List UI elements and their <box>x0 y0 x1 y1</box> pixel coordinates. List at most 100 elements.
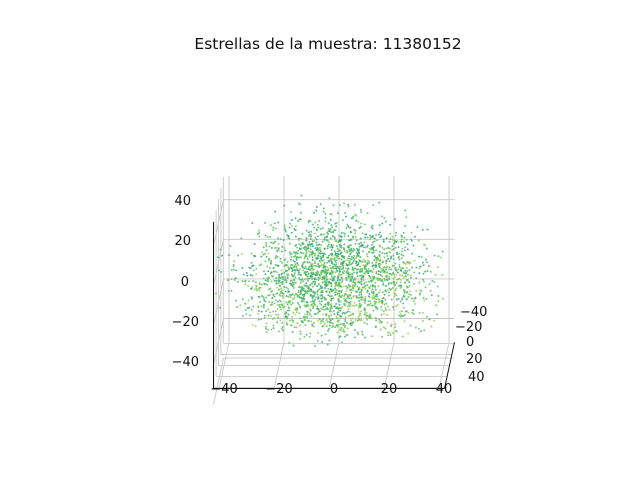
scatter-point <box>267 270 270 273</box>
scatter-point <box>291 331 294 334</box>
scatter-point <box>394 218 396 221</box>
scatter-point <box>338 281 340 284</box>
scatter-point <box>374 302 377 305</box>
scatter-point <box>315 258 318 261</box>
scatter-point <box>289 242 291 245</box>
scatter-point <box>333 275 336 278</box>
scatter-point <box>403 240 406 243</box>
scatter-point <box>348 250 351 253</box>
scatter-point <box>395 231 398 234</box>
scatter-point <box>361 289 364 292</box>
scatter-point <box>347 257 350 260</box>
scatter-point <box>257 310 260 313</box>
scatter-point <box>305 229 308 232</box>
scatter-point <box>378 224 381 227</box>
scatter-point <box>336 292 339 295</box>
scatter-point <box>313 254 316 257</box>
scatter-point <box>290 303 293 306</box>
scatter-point <box>404 263 407 265</box>
scatter-point <box>369 277 372 279</box>
scatter-point <box>377 285 380 288</box>
scatter-point <box>341 281 344 284</box>
scatter-point <box>364 336 367 339</box>
scatter-point <box>394 326 397 329</box>
scatter-point <box>281 278 284 281</box>
scatter-point <box>273 279 276 282</box>
scatter-point <box>308 240 311 243</box>
scatter-point <box>275 282 278 285</box>
scatter-point <box>260 310 263 313</box>
scatter-point <box>236 306 239 308</box>
scatter-point <box>359 265 362 268</box>
scatter-point <box>306 248 308 250</box>
scatter-point <box>272 327 275 330</box>
scatter-point <box>317 311 320 314</box>
scatter-point <box>345 270 348 273</box>
scatter-point <box>348 285 351 288</box>
scatter-point <box>269 262 272 265</box>
scatter-point <box>421 320 424 322</box>
scatter-point <box>292 298 295 300</box>
scatter-point <box>330 285 333 288</box>
scatter-point <box>279 238 282 241</box>
scatter-point <box>259 286 262 289</box>
scatter-point <box>371 224 374 227</box>
scatter-point <box>412 313 415 315</box>
scatter-point <box>330 275 333 278</box>
scatter-point <box>340 232 343 234</box>
scatter-point <box>344 316 347 319</box>
scatter-point <box>344 293 347 295</box>
scatter-point <box>353 271 356 274</box>
scatter-point <box>325 284 328 287</box>
scatter-point <box>311 323 314 326</box>
scatter-point <box>395 294 398 297</box>
scatter-point <box>251 274 254 277</box>
scatter-point <box>371 285 374 288</box>
scatter-point <box>403 271 406 274</box>
scatter-point <box>292 286 295 289</box>
scatter-point <box>388 278 391 281</box>
scatter-point <box>264 273 267 276</box>
scatter-point <box>361 333 364 336</box>
scatter-point <box>329 237 332 240</box>
scatter-point <box>357 315 360 318</box>
scatter-point <box>363 313 366 316</box>
scatter-point <box>324 268 327 271</box>
scatter-point <box>418 255 421 258</box>
scatter-point <box>379 320 382 322</box>
scatter-point <box>280 250 283 253</box>
scatter-point <box>426 261 429 264</box>
scatter-point <box>334 285 337 288</box>
scatter-point <box>281 329 284 332</box>
scatter-point <box>281 326 284 328</box>
scatter-point <box>278 280 281 283</box>
scatter-point <box>319 252 322 255</box>
scatter-point <box>316 247 319 250</box>
scatter-point <box>311 282 313 285</box>
scatter-point <box>319 203 322 206</box>
scatter-point <box>368 315 371 318</box>
scatter-point <box>371 261 374 264</box>
scatter-point <box>406 243 409 246</box>
scatter-point <box>337 253 340 256</box>
scatter-point <box>424 270 427 273</box>
scatter-point <box>398 252 401 255</box>
scatter-point <box>398 265 401 268</box>
scatter-point <box>411 266 414 269</box>
scatter-point <box>326 272 329 275</box>
scatter-point <box>383 293 386 296</box>
scatter-point <box>393 239 396 242</box>
scatter-point <box>325 282 328 285</box>
scatter-point <box>374 288 377 291</box>
scatter-point <box>362 276 365 278</box>
scatter-point <box>301 263 304 266</box>
scatter-point <box>405 298 408 301</box>
scatter-point <box>276 255 279 258</box>
scatter-point <box>360 293 363 296</box>
scatter-point <box>296 322 299 325</box>
scatter-point <box>334 252 337 255</box>
scatter-point <box>368 270 371 273</box>
scatter-point <box>335 307 338 310</box>
scatter-point <box>405 275 408 278</box>
scatter-point <box>349 303 352 305</box>
